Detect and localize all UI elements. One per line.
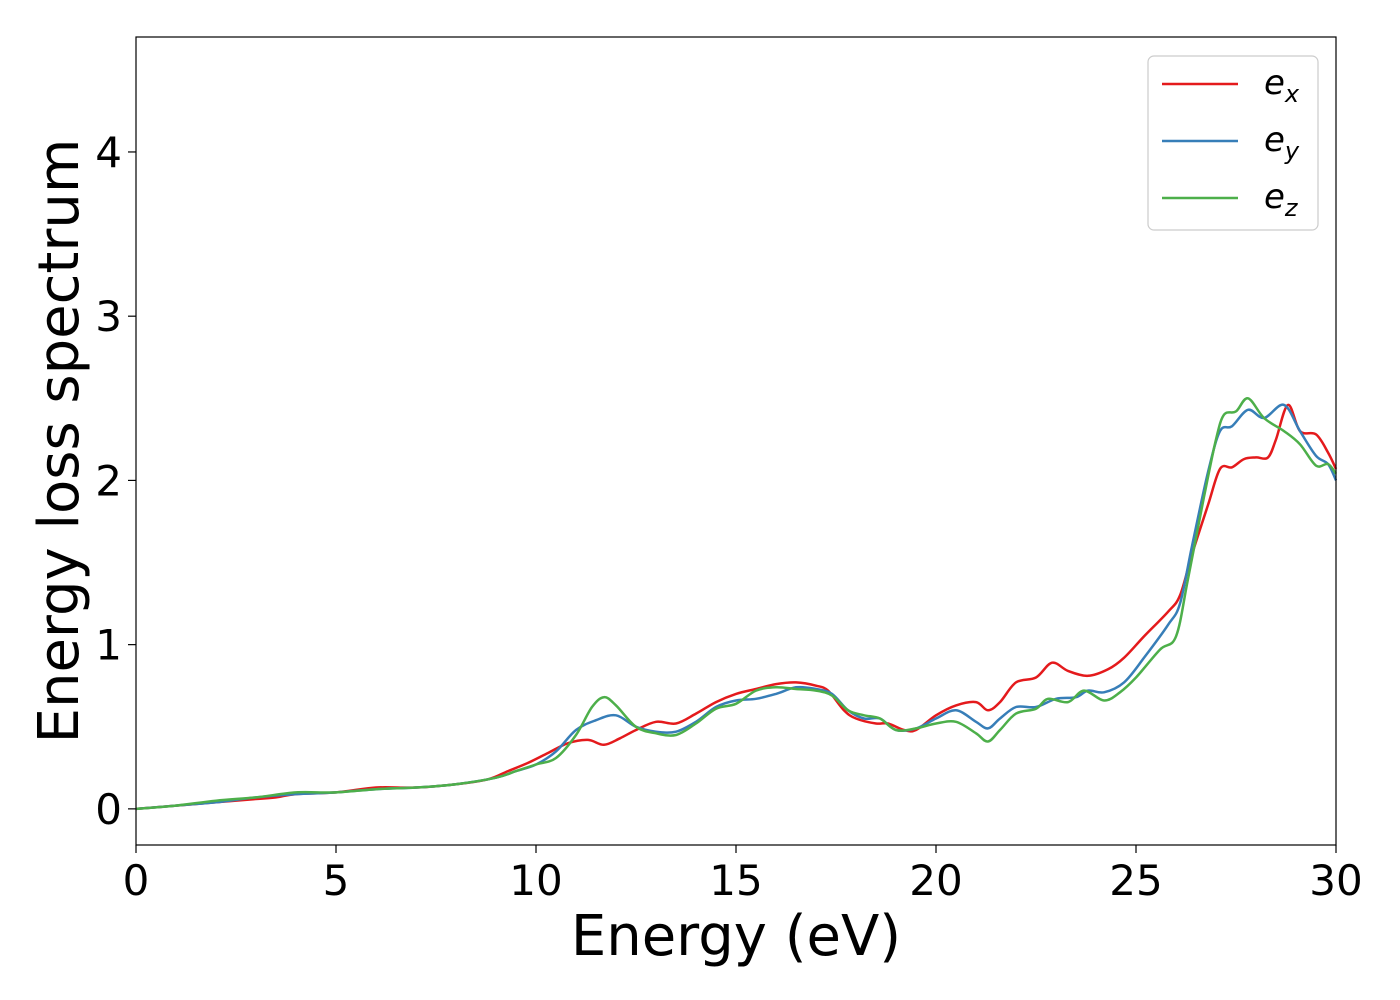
x-tick-label: 10 bbox=[509, 856, 562, 905]
legend-label-base: e bbox=[1264, 63, 1285, 103]
y-axis-ticks: 0 1 2 3 4 bbox=[95, 128, 136, 834]
legend-label-y: ey bbox=[1264, 120, 1300, 165]
legend-label-x: ex bbox=[1264, 63, 1300, 108]
series-line-y bbox=[135, 403, 1338, 811]
legend-label-subscript: x bbox=[1284, 80, 1300, 108]
x-axis-label: Energy (eV) bbox=[571, 904, 901, 969]
legend-label-base: e bbox=[1264, 120, 1285, 160]
plot-lines bbox=[135, 397, 1338, 811]
series-line-z bbox=[135, 397, 1338, 811]
y-tick-label: 3 bbox=[95, 292, 122, 341]
y-axis-label: Energy loss spectrum bbox=[27, 139, 92, 744]
y-tick-label: 0 bbox=[95, 785, 122, 834]
y-tick-label: 2 bbox=[95, 456, 122, 505]
x-tick-label: 25 bbox=[1109, 856, 1162, 905]
y-tick-label: 4 bbox=[95, 128, 122, 177]
x-tick-label: 20 bbox=[909, 856, 962, 905]
x-tick-label: 5 bbox=[323, 856, 350, 905]
legend-box bbox=[1147, 55, 1319, 231]
legend-label-z: ez bbox=[1264, 177, 1299, 222]
x-tick-label: 0 bbox=[123, 856, 150, 905]
legend-label-subscript: z bbox=[1284, 194, 1299, 222]
y-tick-label: 1 bbox=[95, 621, 122, 670]
x-axis-ticks: 0 5 10 15 20 25 30 bbox=[123, 845, 1363, 905]
x-tick-label: 15 bbox=[709, 856, 762, 905]
x-tick-label: 30 bbox=[1309, 856, 1362, 905]
legend-label-base: e bbox=[1264, 177, 1285, 217]
series-line-x bbox=[135, 403, 1338, 811]
legend-label-subscript: y bbox=[1284, 137, 1300, 165]
